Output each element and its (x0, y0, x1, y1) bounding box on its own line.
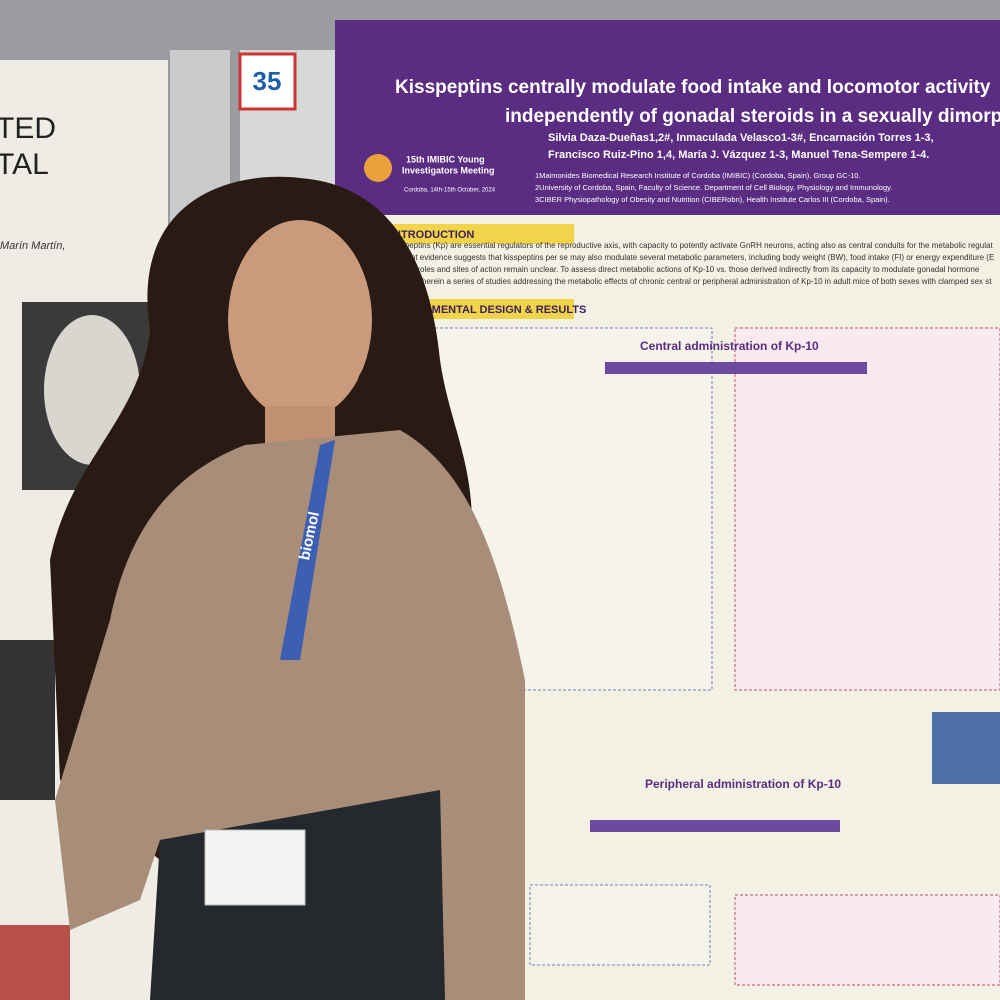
affiliation: 3CIBER Physiopathology of Obesity and Nu… (535, 195, 890, 204)
badge (204, 829, 306, 906)
timeline (605, 362, 867, 374)
section-header (402, 299, 574, 319)
meeting-name: 15th IMIBIC Young (406, 154, 485, 164)
meeting-date: Cordoba, 14th-15th October, 2024 (404, 188, 496, 194)
meeting-logo (364, 154, 392, 182)
section-title: PERIMENTAL DESIGN & RESULTS (406, 304, 586, 316)
intro-text: qual roles and sites of action remain un… (400, 265, 980, 274)
female-panel (734, 327, 1000, 691)
poster-header (335, 20, 1000, 215)
left-poster-title: TED (0, 112, 56, 145)
affiliation: 2University of Cordoba, Spain, Faculty o… (535, 183, 892, 192)
left-poster-authors: Marín Martín, (0, 240, 65, 252)
timeline (590, 820, 840, 832)
poster-title: independently of gonadal steroids in a s… (505, 106, 1000, 127)
intro-text: isspeptins (Kp) are essential regulators… (395, 241, 993, 250)
panel-title: Central administration of Kp-10 (640, 339, 819, 353)
poster-number-tag (238, 52, 297, 111)
poster-authors: Francisco Ruiz-Pino 1,4, María J. Vázque… (548, 149, 929, 161)
ct-image (0, 640, 55, 800)
surgery-image (0, 925, 70, 1000)
panel-title: Peripheral administration of Kp-10 (645, 777, 841, 791)
section-header (382, 224, 574, 244)
face (228, 220, 372, 420)
earring (356, 363, 371, 402)
male-panel (529, 884, 711, 966)
left-poster-title: TAL (0, 148, 49, 181)
poster-title: Kisspeptins centrally modulate food inta… (395, 77, 991, 98)
section-title: INTRODUCTION (390, 229, 474, 241)
lanyard-strap (280, 440, 335, 660)
poster-number: 35 (253, 66, 282, 96)
note-box (932, 712, 1000, 784)
meeting-name: Investigators Meeting (402, 165, 495, 175)
affiliation: 1Maimonides Biomedical Research Institut… (535, 171, 861, 180)
poster-authors: Silvia Daza-Dueñas1,2#, Inmaculada Velas… (548, 132, 934, 144)
intro-text: ecent evidence suggests that kisspeptins… (398, 253, 994, 262)
intro-text: ment herein a series of studies addressi… (402, 277, 992, 286)
shirt (55, 430, 525, 1000)
female-panel (734, 894, 1000, 986)
